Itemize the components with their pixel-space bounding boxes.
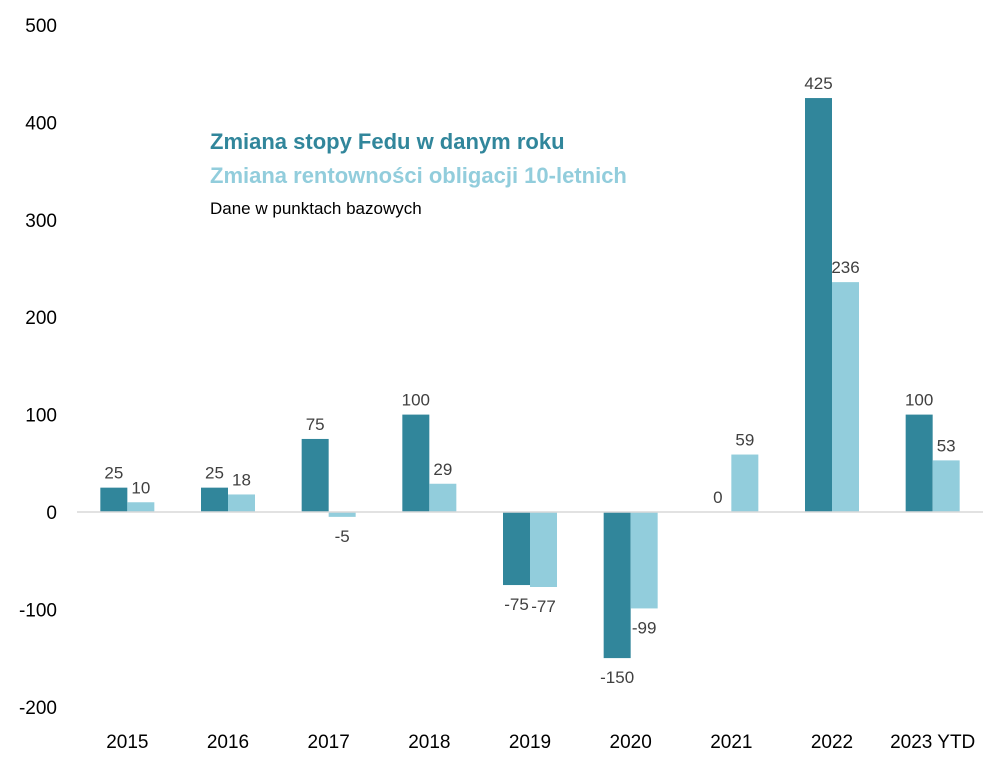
y-tick-label: 300	[25, 211, 57, 232]
bars	[100, 98, 960, 659]
data-label: -99	[632, 618, 657, 637]
bar-fed-rate	[201, 487, 228, 512]
bar-fed-rate	[503, 512, 530, 586]
data-label: 25	[205, 464, 224, 483]
legend-series-2: Zmiana rentowności obligacji 10-letnich	[210, 163, 627, 188]
x-axis-ticks: 2015 2016 2017 2018 2019 2020 2021 2022 2023 YTD	[106, 732, 975, 753]
y-axis-ticks: -200 -100 0 100 200 300 400 500	[19, 16, 57, 719]
data-label: 236	[831, 258, 859, 277]
bar-bond-yield	[932, 460, 960, 512]
x-tick-label: 2018	[408, 732, 450, 753]
bar-fed-rate	[905, 414, 933, 512]
data-label: 75	[306, 415, 325, 434]
data-label: -5	[335, 527, 350, 546]
data-label: -77	[531, 597, 556, 616]
x-tick-label: 2023 YTD	[890, 732, 975, 753]
data-label: 53	[937, 436, 956, 455]
data-label: 425	[804, 74, 832, 93]
data-label: -150	[600, 668, 634, 687]
x-tick-label: 2019	[509, 732, 551, 753]
bar-bond-yield	[328, 512, 356, 517]
x-tick-label: 2016	[207, 732, 249, 753]
bar-fed-rate	[402, 414, 430, 512]
data-labels: 25 10 25 18 75 -5 100 29 -75 -77 -150 -99 0 59 425 236 1…	[104, 74, 955, 687]
bar-bond-yield	[530, 512, 557, 587]
bar-bond-yield	[731, 454, 759, 512]
y-tick-label: -100	[19, 600, 57, 621]
bar-fed-rate	[301, 438, 329, 512]
bar-fed-rate	[603, 512, 631, 659]
x-tick-label: 2017	[308, 732, 350, 753]
bar-bond-yield	[429, 483, 457, 512]
y-tick-label: 0	[46, 503, 57, 524]
x-tick-label: 2022	[811, 732, 853, 753]
x-tick-label: 2021	[710, 732, 752, 753]
data-label: 59	[735, 431, 754, 450]
legend-note: Dane w punktach bazowych	[210, 199, 422, 218]
data-label: 18	[232, 470, 251, 489]
data-label: 25	[104, 464, 123, 483]
y-tick-label: 100	[25, 406, 57, 427]
legend: Zmiana stopy Fedu w danym roku Zmiana re…	[210, 129, 627, 218]
x-tick-label: 2015	[106, 732, 148, 753]
x-tick-label: 2020	[610, 732, 652, 753]
legend-series-1: Zmiana stopy Fedu w danym roku	[210, 129, 565, 154]
y-tick-label: 500	[25, 16, 57, 37]
y-tick-label: 200	[25, 308, 57, 329]
bar-bond-yield	[228, 494, 255, 512]
data-label: 10	[131, 478, 150, 497]
bar-fed-rate	[805, 98, 832, 513]
bar-bond-yield	[630, 512, 658, 609]
data-label: 29	[433, 460, 452, 479]
data-label: 100	[402, 391, 430, 410]
bar-bond-yield	[832, 282, 859, 512]
bar-bond-yield	[127, 502, 155, 512]
data-label: -75	[504, 595, 529, 614]
bar-fed-rate	[100, 487, 128, 512]
data-label: 100	[905, 391, 933, 410]
y-tick-label: -200	[19, 698, 57, 719]
data-label: 0	[713, 488, 722, 507]
y-tick-label: 400	[25, 113, 57, 134]
